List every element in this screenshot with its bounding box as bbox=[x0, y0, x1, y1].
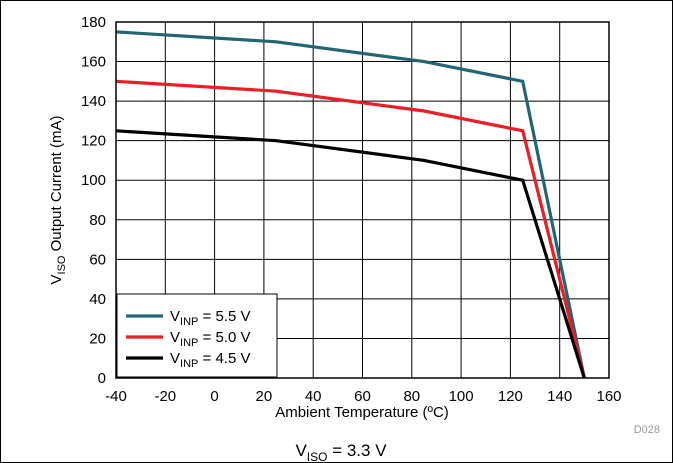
legend-label-1: VINP = 5.5 V bbox=[170, 308, 250, 328]
legend-label-2: VINP = 5.0 V bbox=[170, 329, 250, 349]
x-axis-title: Ambient Temperature (ºC) bbox=[275, 404, 449, 421]
series-line-1 bbox=[115, 30, 586, 379]
y-axis-title: VISO Output Current (mA) bbox=[48, 115, 68, 284]
y-tick-label: 60 bbox=[89, 251, 106, 268]
y-tick-label: 140 bbox=[81, 93, 106, 110]
x-tick-label: 160 bbox=[596, 388, 621, 405]
x-tick-labels: -40 -20 0 20 40 60 80 100 120 140 160 bbox=[105, 388, 621, 405]
y-tick-label: 120 bbox=[81, 133, 106, 150]
series-line-2 bbox=[115, 79, 586, 379]
y-tick-label: 100 bbox=[81, 172, 106, 189]
series-lines bbox=[115, 30, 586, 379]
x-tick-label: 140 bbox=[547, 388, 572, 405]
x-tick-label: 60 bbox=[354, 388, 371, 405]
series-line-3 bbox=[115, 129, 586, 379]
figure-id-label: D028 bbox=[634, 424, 660, 436]
x-tick-label: -40 bbox=[105, 388, 127, 405]
x-tick-label: 0 bbox=[210, 388, 218, 405]
y-tick-label: 20 bbox=[89, 330, 106, 347]
y-tick-label: 160 bbox=[81, 54, 106, 71]
y-tick-label: 80 bbox=[89, 212, 106, 229]
x-tick-label: 80 bbox=[403, 388, 420, 405]
x-tick-label: 20 bbox=[256, 388, 273, 405]
legend-label-3: VINP = 4.5 V bbox=[170, 350, 250, 370]
y-tick-label: 180 bbox=[81, 14, 106, 31]
y-tick-label: 40 bbox=[89, 291, 106, 308]
x-tick-label: -20 bbox=[154, 388, 176, 405]
x-tick-label: 120 bbox=[498, 388, 523, 405]
x-tick-label: 100 bbox=[449, 388, 474, 405]
y-tick-label: 0 bbox=[98, 370, 106, 387]
plot-area-frame bbox=[115, 21, 610, 379]
y-tick-labels: 0 20 40 60 80 100 120 140 160 180 bbox=[81, 14, 106, 387]
x-tick-label: 40 bbox=[305, 388, 322, 405]
figure-caption: VISO = 3.3 V bbox=[295, 441, 387, 463]
